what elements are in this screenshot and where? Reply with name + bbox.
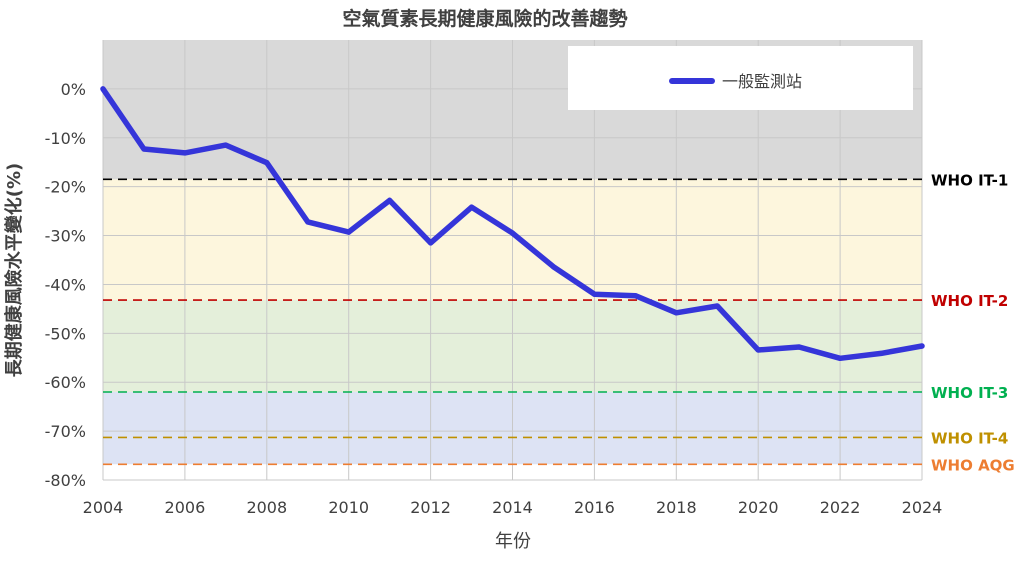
x-tick-label: 2006 (165, 498, 206, 517)
ref-label-2: WHO IT-3 (931, 384, 1008, 402)
data-point-2011 (387, 197, 393, 203)
x-tick-label: 2004 (83, 498, 124, 517)
data-point-2014 (509, 230, 516, 236)
chart-title: 空氣質素長期健康風險的改善趨勢 (342, 7, 627, 30)
data-point-2015 (550, 264, 557, 270)
data-point-2022 (837, 355, 843, 361)
gridlines (102, 40, 923, 481)
data-point-2005 (141, 146, 147, 152)
y-tick-label: -20% (45, 178, 86, 197)
y-tick-label: -80% (45, 471, 86, 490)
y-tick-label: -60% (45, 373, 86, 392)
y-tick-label: -50% (45, 324, 86, 343)
x-tick-labels: 2004 2006 2008 2010 2012 2014 2016 2018 2020 2022… (83, 498, 943, 517)
data-point-2016 (591, 291, 598, 297)
y-tick-label: -30% (45, 227, 86, 246)
x-tick-label: 2018 (656, 498, 697, 517)
x-tick-label: 2010 (328, 498, 369, 517)
x-tick-label: 2012 (410, 498, 451, 517)
x-tick-label: 2008 (246, 498, 287, 517)
data-point-2018 (673, 310, 679, 316)
x-tick-label: 2022 (820, 498, 861, 517)
ref-label-0: WHO IT-1 (931, 171, 1008, 189)
ref-label-1: WHO IT-2 (931, 292, 1008, 310)
series-lines (100, 86, 925, 362)
data-point-2010 (346, 229, 352, 235)
data-point-2020 (755, 347, 761, 353)
data-point-2004 (100, 86, 106, 92)
reference-labels: WHO IT-1 WHO IT-2 WHO IT-3 WHO IT-4 WHO AQG (931, 171, 1015, 474)
x-axis-label: 年份 (495, 531, 531, 552)
legend: 一般監測站 (568, 46, 913, 110)
y-tick-label: -40% (45, 275, 86, 294)
ref-label-4: WHO AQG (931, 456, 1015, 474)
y-tick-label: 0% (61, 80, 86, 99)
data-point-2019 (714, 303, 720, 309)
data-point-2009 (305, 219, 311, 225)
y-tick-labels: 0% -10% -20% -30% -40% -50% -60% -70% -80% (45, 80, 86, 490)
data-point-2021 (796, 344, 802, 350)
reference-lines (103, 178, 922, 466)
data-point-2013 (468, 204, 475, 210)
x-tick-label: 2024 (902, 498, 943, 517)
data-point-2007 (223, 142, 229, 148)
data-point-2017 (632, 293, 638, 299)
data-point-2023 (878, 350, 884, 356)
x-tick-label: 2016 (574, 498, 615, 517)
ref-label-3: WHO IT-4 (931, 429, 1008, 447)
legend-label: 一般監測站 (722, 72, 802, 91)
legend-box (568, 46, 913, 110)
data-point-2024 (919, 343, 925, 349)
y-tick-label: -10% (45, 129, 86, 148)
x-tick-label: 2020 (738, 498, 779, 517)
x-tick-label: 2014 (492, 498, 533, 517)
y-tick-label: -70% (45, 422, 86, 441)
y-axis-label: 長期健康風險水平變化(%) (3, 163, 25, 378)
data-point-2008 (264, 160, 270, 166)
data-point-2012 (428, 240, 434, 246)
data-point-2006 (182, 150, 188, 156)
